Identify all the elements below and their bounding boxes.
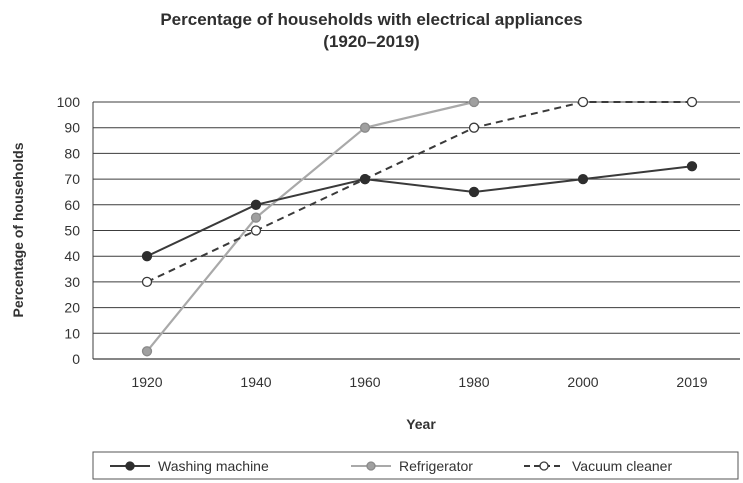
y-tick-label-0: 0 <box>72 351 80 367</box>
point-vacuum-cleaner-1980 <box>468 122 480 133</box>
y-tick-label-80: 80 <box>64 145 80 161</box>
legend-label-refrigerator: Refrigerator <box>399 458 473 474</box>
series-markers <box>141 96 698 357</box>
y-tick-label-20: 20 <box>64 300 80 316</box>
point-refrigerator-1960 <box>359 122 371 133</box>
legend-label-washing-machine: Washing machine <box>158 458 269 474</box>
y-tick-label-40: 40 <box>64 248 80 264</box>
tick-labels: 0 10 20 30 40 50 60 70 80 90 100 1920 1940 1960 1980 20… <box>10 94 708 432</box>
legend-box <box>92 451 739 480</box>
series-line-vacuum-cleaner <box>146 101 692 283</box>
point-vacuum-cleaner-1940 <box>250 225 262 236</box>
y-tick-label-10: 10 <box>64 325 80 341</box>
point-refrigerator-1920 <box>141 346 153 357</box>
point-washing-machine-1960 <box>359 173 371 185</box>
x-tick-label-2000: 2000 <box>567 374 598 390</box>
y-tick-label-60: 60 <box>64 197 80 213</box>
legend-swatch-marker-vacuum-cleaner <box>539 461 549 471</box>
y-tick-label-30: 30 <box>64 274 80 290</box>
x-axis-title: Year <box>406 416 436 432</box>
chart-title: Percentage of households with electrical… <box>160 10 583 29</box>
point-vacuum-cleaner-2019 <box>686 96 698 108</box>
point-refrigerator-1980 <box>468 96 480 108</box>
y-tick-label-70: 70 <box>64 171 80 187</box>
point-washing-machine-2000 <box>577 173 589 185</box>
point-washing-machine-2019 <box>686 161 698 172</box>
x-tick-label-2019: 2019 <box>676 374 707 390</box>
legend-swatch-marker-refrigerator <box>366 461 376 471</box>
point-washing-machine-1940 <box>250 199 262 210</box>
chart-subtitle: (1920–2019) <box>323 32 420 51</box>
series-lines <box>146 100 693 352</box>
point-vacuum-cleaner-2000 <box>577 96 589 108</box>
legend-swatch-marker-washing-machine <box>125 461 135 471</box>
x-tick-label-1960: 1960 <box>349 374 380 390</box>
y-tick-label-90: 90 <box>64 120 80 136</box>
y-tick-label-50: 50 <box>64 223 80 239</box>
series-line-refrigerator <box>146 100 475 352</box>
legend-label-vacuum-cleaner: Vacuum cleaner <box>572 458 672 474</box>
series-line-washing-machine <box>146 165 693 258</box>
x-tick-label-1980: 1980 <box>458 374 489 390</box>
point-washing-machine-1920 <box>141 251 153 262</box>
point-washing-machine-1980 <box>468 186 480 198</box>
y-axis-title: Percentage of households <box>10 142 26 317</box>
point-refrigerator-1940 <box>250 212 262 223</box>
legend: Washing machine Refrigerator Vacuum cleane… <box>92 451 739 480</box>
point-vacuum-cleaner-1920 <box>141 276 153 288</box>
x-tick-label-1940: 1940 <box>240 374 271 390</box>
y-tick-label-100: 100 <box>57 94 81 110</box>
x-tick-label-1920: 1920 <box>131 374 162 390</box>
axes <box>92 102 740 360</box>
